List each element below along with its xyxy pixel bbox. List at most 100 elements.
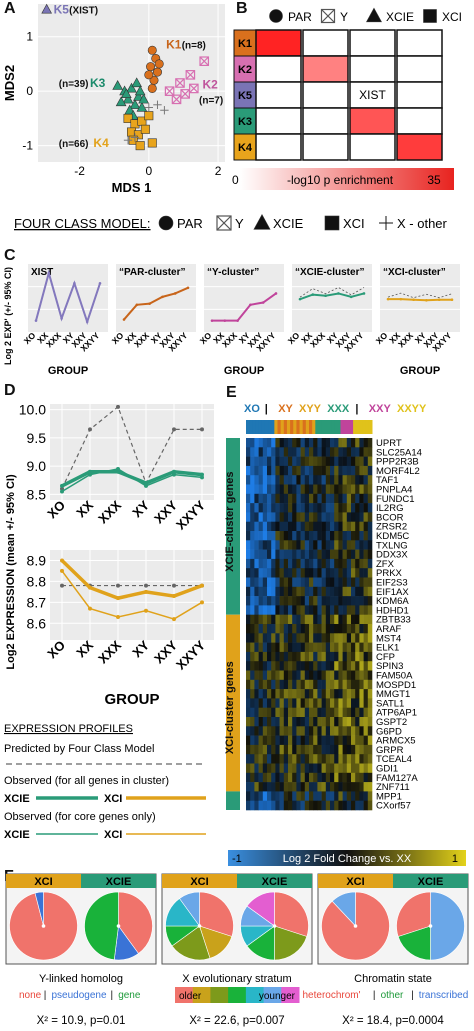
- enrichment-cell: [396, 81, 443, 109]
- heatmap-cell: [355, 717, 360, 727]
- heatmap-cell: [367, 763, 373, 774]
- heatmap-cell: [359, 484, 364, 495]
- heatmap-cell: [346, 679, 352, 690]
- heatmap-cell: [246, 605, 251, 615]
- heatmap-cell: [258, 670, 264, 681]
- heatmap-group-label: |: [265, 403, 268, 415]
- heatmap-cell: [355, 438, 360, 448]
- heatmap-cell: [321, 735, 327, 746]
- heatmap-cell: [271, 614, 276, 625]
- heatmap-cell: [271, 438, 276, 448]
- pie-header-xcie: [237, 874, 312, 888]
- heatmap-cell: [254, 726, 259, 736]
- heatmap-cell: [246, 791, 251, 801]
- heatmap-cell: [317, 726, 322, 736]
- dplot-x-tick: XY: [129, 497, 152, 520]
- heatmap-cell: [283, 717, 289, 727]
- enrichment-row-label: K5: [238, 90, 252, 102]
- heatmap-cell: [288, 651, 293, 662]
- mds-cluster-label: K5: [54, 2, 70, 16]
- heatmap-cell: [296, 735, 301, 746]
- heatmap-cell: [330, 447, 335, 457]
- heatmap-cell: [267, 717, 272, 727]
- heatmap-sample-bar: [309, 420, 313, 434]
- heatmap-cell: [254, 558, 259, 569]
- heatmap-cell: [258, 754, 264, 764]
- mds-x-tick-label: -2: [74, 164, 85, 178]
- heatmap-cell: [351, 447, 356, 457]
- heatmap-cell: [250, 493, 255, 504]
- heatmap-cell: [321, 661, 327, 671]
- heatmap-cell: [309, 586, 314, 597]
- heatmap-cell: [271, 707, 276, 718]
- heatmap-cell: [325, 577, 331, 588]
- heatmap-cell: [283, 503, 289, 513]
- mds-point-k3: [122, 93, 134, 104]
- heatmap-cell: [279, 800, 285, 811]
- heatmap-cell: [271, 540, 276, 550]
- heatmap-sample-bar: [318, 420, 323, 434]
- mds-point-k2: [171, 94, 182, 105]
- heatmap-gene-label: EIF1AX: [376, 587, 409, 598]
- heatmap-sample-bar: [321, 420, 326, 434]
- heatmap-cell: [246, 549, 251, 560]
- heatmap-cell: [330, 782, 335, 792]
- heatmap-cell: [351, 531, 356, 541]
- heatmap-cell: [296, 707, 301, 718]
- heatmap-cell: [367, 568, 373, 578]
- stratum-color-bar: [192, 987, 211, 1003]
- heatmap-cell: [321, 475, 327, 485]
- dplot-x-tick: XXYY: [173, 637, 208, 672]
- heatmap-cell: [283, 475, 289, 485]
- mds-point-k4: [147, 138, 157, 148]
- legend-top-par-label: PAR: [288, 10, 312, 24]
- heatmap-cell: [246, 782, 251, 792]
- heatmap-cell: [355, 549, 360, 560]
- heatmap-cell: [300, 800, 306, 811]
- heatmap-cell: [288, 670, 293, 681]
- heatmap-cell: [309, 726, 314, 736]
- heatmap-cell: [317, 456, 322, 467]
- dplot-y-tick: 9.5: [27, 430, 47, 446]
- heatmap-cell: [288, 772, 293, 783]
- heatmap-cell: [254, 763, 259, 774]
- mds-point-k2: [164, 86, 175, 96]
- heatmap-cell: [338, 558, 343, 569]
- heatmap-cell: [271, 772, 276, 783]
- four-class-title: FOUR CLASS MODEL:: [14, 216, 151, 231]
- heatmap-xcie-sidebar: [226, 438, 240, 615]
- heatmap-cell: [359, 558, 364, 569]
- heatmap-cell: [338, 791, 343, 801]
- heatmap-cell: [296, 605, 301, 615]
- heatmap-cell: [359, 493, 364, 504]
- stratum-color-bar: [175, 987, 194, 1003]
- stratum-color-bar: [245, 987, 265, 1003]
- heatmap-cell: [346, 605, 352, 615]
- heatmap-cell: [309, 763, 314, 774]
- mds-point-k3: [115, 96, 127, 107]
- heatmap-cell: [292, 531, 297, 541]
- mds-x-tick-label: 0: [145, 164, 152, 178]
- heatmap-cell: [317, 521, 322, 532]
- mds-point-x-other: [123, 136, 133, 145]
- mds-point-k2-box: [175, 78, 185, 88]
- stratum-legend-younger: younger: [259, 991, 296, 1002]
- pie-header-xci: [6, 874, 81, 888]
- heatmap-cell: [325, 540, 331, 550]
- heatmap-cell: [250, 754, 255, 764]
- heatmap-cell: [246, 438, 251, 448]
- heatmap-gene-label: GDI1: [376, 764, 398, 775]
- heatmap-cell: [334, 624, 339, 634]
- heatmap-cell: [325, 800, 331, 811]
- heatmap-cell: [342, 568, 348, 578]
- heatmap-cell: [283, 707, 289, 718]
- heatmap-cell: [250, 596, 255, 606]
- heatmap-cell: [300, 484, 306, 495]
- heatmap-cell: [254, 586, 259, 597]
- heatmap-cell: [275, 493, 280, 504]
- heatmap-cell: [258, 493, 264, 504]
- heatmap-cell: [304, 679, 310, 690]
- heatmap-cell: [334, 772, 339, 783]
- mds-point-k4: [144, 111, 154, 121]
- pie-header-xci-label: XCI: [346, 876, 364, 888]
